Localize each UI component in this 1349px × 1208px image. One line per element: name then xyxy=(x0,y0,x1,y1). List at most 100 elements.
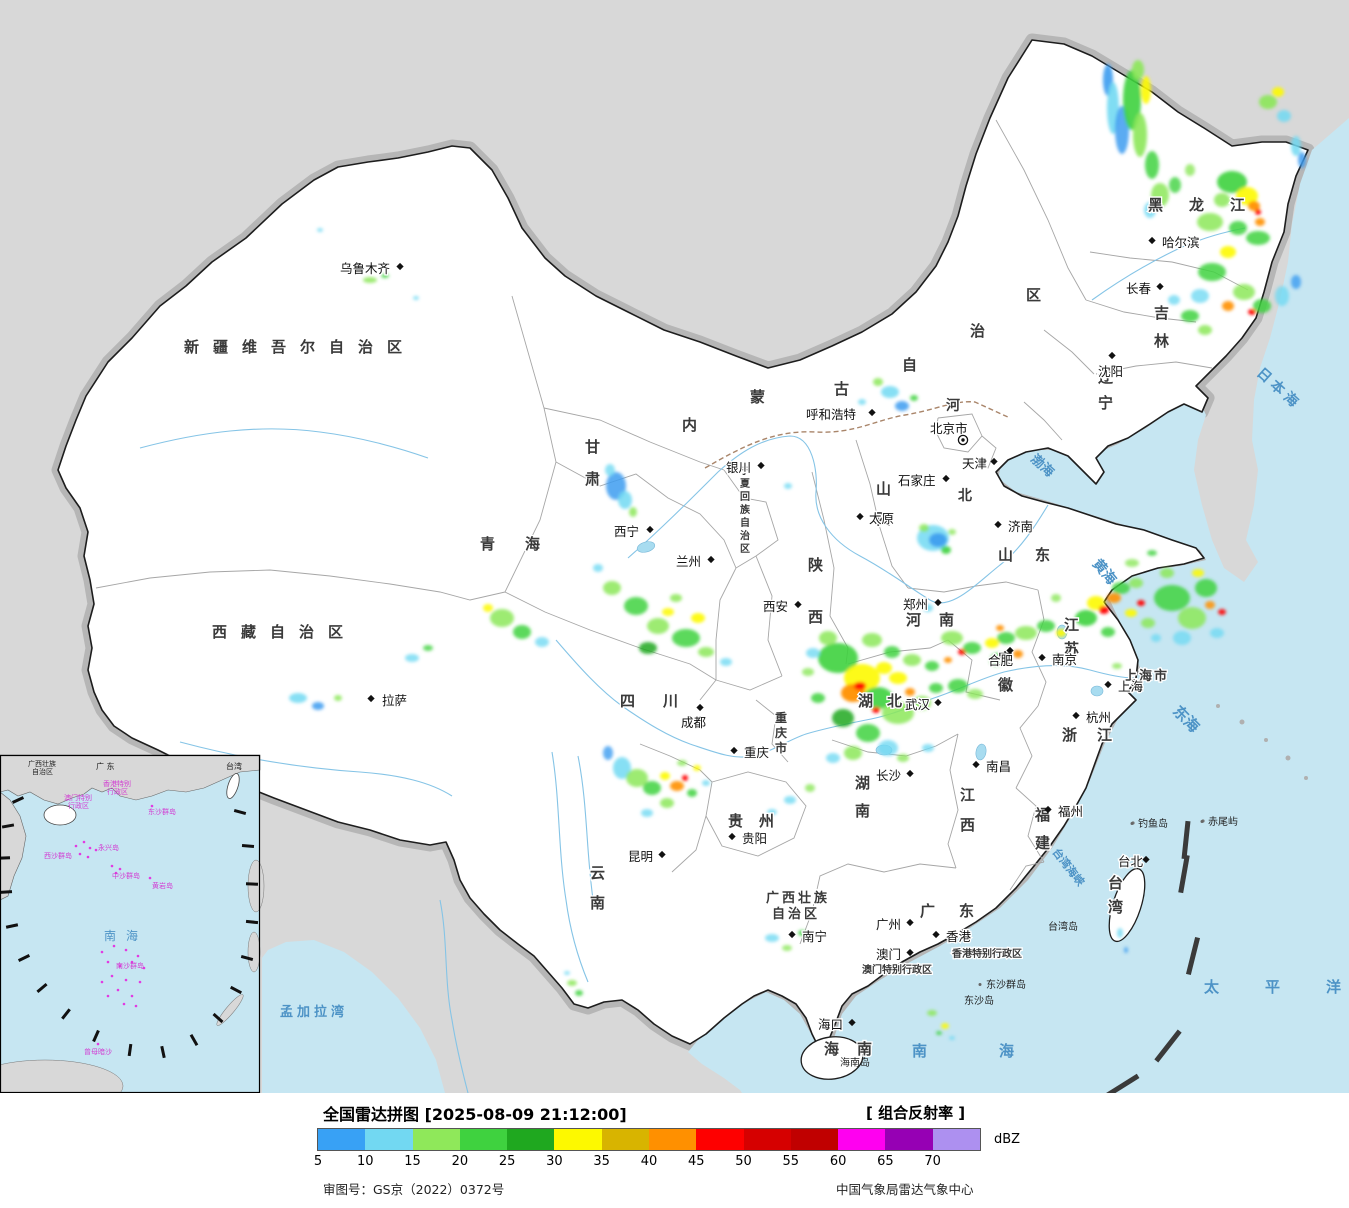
province-label: 青海 xyxy=(480,535,570,553)
radar-echo xyxy=(639,642,657,654)
dash-segment xyxy=(1154,1029,1182,1063)
radar-echo xyxy=(626,769,648,787)
city-marker: ◆ xyxy=(990,456,998,467)
radar-echo xyxy=(1133,113,1147,157)
radar-echo xyxy=(1236,187,1258,205)
dbz-value: 5 xyxy=(313,1154,323,1169)
city-label: 上海 xyxy=(1118,679,1144,694)
dbz-color-30 xyxy=(554,1129,602,1150)
dbz-color-70 xyxy=(932,1129,980,1150)
city-marker: ◆ xyxy=(367,693,375,704)
province-label: 四川 xyxy=(620,692,706,710)
radar-echo xyxy=(996,625,1004,631)
radar-echo xyxy=(1192,569,1204,577)
radar-echo xyxy=(1124,947,1128,953)
radar-echo xyxy=(670,781,684,791)
inset-island-cluster xyxy=(134,1004,138,1008)
radar-echo xyxy=(605,464,615,476)
dbz-color-15 xyxy=(412,1129,460,1150)
radar-echo xyxy=(1259,95,1277,109)
radar-echo xyxy=(1246,231,1270,245)
radar-echo xyxy=(1205,601,1215,609)
dbz-value: 25 xyxy=(498,1154,516,1169)
radar-echo xyxy=(483,604,493,612)
radar-echo xyxy=(575,990,583,996)
radar-echo xyxy=(1277,110,1291,122)
radar-echo xyxy=(963,642,981,654)
dbz-value: 40 xyxy=(640,1154,658,1169)
inset-mainland xyxy=(0,754,261,805)
radar-echo xyxy=(806,648,820,658)
radar-echo xyxy=(693,765,701,771)
radar-echo xyxy=(682,775,688,781)
city-marker: ◆ xyxy=(1108,350,1116,361)
inset-island-cluster xyxy=(116,988,120,992)
city-label: 合肥 xyxy=(988,653,1014,668)
radar-echo xyxy=(802,668,814,676)
radar-echo xyxy=(905,688,915,696)
inset-island-cluster xyxy=(74,844,78,848)
radar-echo xyxy=(878,740,898,756)
south-china-sea-inset: 广西壮族自治区广 东台湾香港特别行政区澳门特别行政区东沙群岛西沙群岛永兴岛中沙群… xyxy=(0,754,265,1093)
city-marker: ◆ xyxy=(794,599,802,610)
inset-dash-segment xyxy=(189,1034,199,1046)
radar-echo xyxy=(567,980,577,986)
radar-echo xyxy=(1169,177,1181,193)
inset-island-cluster xyxy=(130,960,134,964)
dbz-unit-label: dBZ xyxy=(994,1132,1021,1147)
city-label: 南宁 xyxy=(802,929,827,944)
inset-dash-segment xyxy=(11,796,25,804)
dbz-color-50 xyxy=(743,1129,791,1150)
province-label: 广东 xyxy=(920,902,998,920)
radar-echo xyxy=(423,645,433,651)
inset-island-cluster xyxy=(96,1042,100,1046)
inset-label: 行政区 xyxy=(68,801,89,810)
inset-label: 西沙群岛 xyxy=(44,851,72,860)
radar-echo xyxy=(882,702,914,724)
dbz-color-20 xyxy=(459,1129,508,1150)
dbz-value: 70 xyxy=(924,1154,941,1169)
inset-label: 黄岩岛 xyxy=(152,881,173,890)
radar-echo xyxy=(720,658,732,666)
city-label: 天津 xyxy=(962,456,987,471)
radar-echo xyxy=(691,613,705,623)
radar-echo xyxy=(765,934,779,942)
city-label: 哈尔滨 xyxy=(1162,235,1200,250)
city-marker: ◆ xyxy=(1104,679,1112,690)
inset-island-cluster xyxy=(112,944,116,948)
rivers xyxy=(139,227,1246,1093)
inset-dynamic: 广西壮族自治区广 东台湾香港特别行政区澳门特别行政区东沙群岛西沙群岛永兴岛中沙群… xyxy=(0,759,259,1059)
city-marker: ◆ xyxy=(1044,804,1052,815)
province-label: 福建 xyxy=(1034,806,1051,852)
radar-echo xyxy=(334,695,342,701)
city-label: 香港 xyxy=(946,929,972,944)
radar-echo xyxy=(863,687,893,709)
taiwan-island xyxy=(1108,867,1146,943)
radar-echo xyxy=(1217,171,1247,193)
city-label: 南昌 xyxy=(986,759,1011,774)
province-label: 山东 xyxy=(998,546,1072,564)
radar-echo xyxy=(647,618,669,634)
inset-island-cluster xyxy=(100,980,104,984)
radar-echo xyxy=(1291,136,1301,156)
radar-echo xyxy=(941,1023,949,1029)
radar-echo xyxy=(949,1036,955,1040)
radar-echo xyxy=(798,930,806,936)
radar-echo xyxy=(1015,626,1037,640)
city-label: 兰州 xyxy=(676,554,701,569)
radar-echo xyxy=(1255,218,1265,226)
bay-of-bengal xyxy=(262,940,445,1093)
inset-island-cluster xyxy=(148,876,152,880)
island-label: 钓鱼岛 xyxy=(1138,817,1168,830)
inset-dash-segment xyxy=(212,1012,224,1024)
radar-echo xyxy=(641,809,653,817)
radar-echo xyxy=(1107,593,1121,603)
radar-echo xyxy=(1144,202,1156,218)
inset-label: 广西壮族 xyxy=(28,759,56,768)
province-label: 广西壮族 xyxy=(766,890,830,906)
province-label: 治 xyxy=(970,322,985,340)
province-label: 江苏 xyxy=(1064,616,1079,658)
city-marker: ◆ xyxy=(906,917,914,928)
radar-echo xyxy=(1117,928,1123,938)
